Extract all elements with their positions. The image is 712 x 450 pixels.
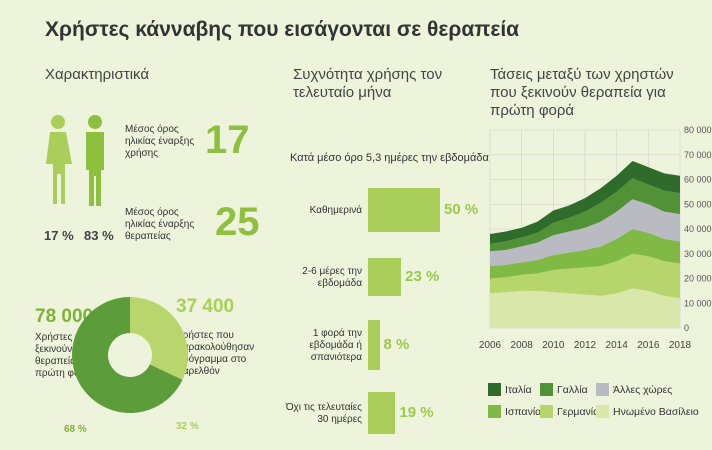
y-tick-label: 50 000 bbox=[684, 199, 712, 209]
x-tick-label: 2014 bbox=[606, 340, 629, 351]
y-tick-label: 10 000 bbox=[684, 298, 712, 308]
x-tick-label: 2012 bbox=[574, 340, 597, 351]
bar-value-label: 50 % bbox=[444, 201, 479, 218]
bar bbox=[368, 392, 396, 434]
legend-swatch bbox=[488, 383, 501, 396]
age-label: Μέσος όρος ηλικίας έναρξης θεραπείας bbox=[125, 207, 195, 242]
legend-swatch bbox=[596, 405, 609, 418]
bar-category: 1 φορά την εβδομάδα ή σπανιότερα bbox=[309, 328, 362, 363]
y-tick-label: 0 bbox=[684, 323, 689, 333]
area-chart: 0 10 000 20 000 30 000 40 000 50 000 60 000 70 … bbox=[479, 125, 712, 351]
bar bbox=[368, 258, 402, 296]
area bbox=[490, 229, 680, 279]
legend-label: Γερμανία bbox=[557, 406, 600, 418]
pie-value-label: 32 % bbox=[176, 421, 199, 432]
bar bbox=[368, 188, 440, 232]
age-value: 17 bbox=[205, 118, 250, 162]
male-share: 83 % bbox=[84, 228, 114, 243]
legend-swatch bbox=[540, 383, 553, 396]
bar-category: Όχι τις τελευταίες 30 ημέρες bbox=[285, 402, 362, 425]
count: 37 400 bbox=[176, 296, 235, 317]
bar-category: 2-6 μέρες την εβδομάδα bbox=[302, 266, 362, 289]
title: Χρήστες κάνναβης που εισάγονται σε θεραπ… bbox=[45, 18, 520, 41]
bar-value-label: 19 % bbox=[399, 404, 434, 421]
y-tick-label: 70 000 bbox=[684, 150, 712, 160]
section-heading: Χαρακτηριστικά bbox=[45, 66, 150, 83]
y-tick-label: 40 000 bbox=[684, 224, 712, 234]
pie-category: Χρήστες που παρακολούθησαν πρόγραμμα στο… bbox=[176, 330, 255, 377]
legend-label: Ηνωμένο Βασίλειο bbox=[613, 406, 699, 418]
area bbox=[490, 199, 680, 267]
bar-title: Συχνότητα χρήσης τον τελευταίο μήνα bbox=[293, 66, 443, 101]
legend-label: Άλλες χώρες bbox=[613, 384, 673, 396]
legend-swatch bbox=[596, 383, 609, 396]
x-tick-label: 2008 bbox=[511, 340, 534, 351]
legend-label: Γαλλία bbox=[557, 384, 588, 396]
bar-value-label: 23 % bbox=[405, 268, 440, 285]
y-tick-label: 20 000 bbox=[684, 274, 712, 284]
legend-label: Ιταλία bbox=[505, 384, 532, 396]
female-share: 17 % bbox=[44, 228, 74, 243]
area-title: Τάσεις μεταξύ των χρηστών που ξεκινούν θ… bbox=[490, 66, 674, 119]
donut-segment bbox=[130, 297, 188, 380]
donut-segment bbox=[72, 297, 183, 413]
legend-swatch bbox=[488, 405, 501, 418]
legend-swatch bbox=[540, 405, 553, 418]
x-tick-label: 2018 bbox=[669, 340, 692, 351]
legend-label: Ισπανία bbox=[505, 406, 542, 418]
age-value: 25 bbox=[215, 200, 260, 244]
bar-value-label: 8 % bbox=[383, 336, 410, 353]
area bbox=[490, 160, 680, 244]
count: 78 000 bbox=[35, 306, 94, 327]
x-tick-label: 2006 bbox=[479, 340, 502, 351]
area bbox=[490, 288, 680, 328]
y-tick-label: 80 000 bbox=[684, 125, 712, 135]
x-tick-label: 2016 bbox=[637, 340, 660, 351]
gender-icons bbox=[46, 115, 104, 206]
bar-category: Καθημερινά bbox=[309, 205, 362, 216]
age-label: Μέσος όρος ηλικίας έναρξης χρήσης bbox=[125, 124, 195, 159]
area bbox=[490, 178, 680, 252]
pie-value-label: 68 % bbox=[64, 424, 87, 435]
donut-chart bbox=[72, 297, 188, 413]
bar-subtitle: Κατά μέσο όρο 5,3 ημέρες την εβδομάδα bbox=[290, 152, 489, 164]
bar bbox=[368, 320, 380, 370]
x-tick-label: 2010 bbox=[542, 340, 565, 351]
pie-category: Χρήστες που ξεκινούν θεραπεία για πρώτη … bbox=[35, 332, 93, 379]
y-tick-label: 30 000 bbox=[684, 249, 712, 259]
y-tick-label: 60 000 bbox=[684, 175, 712, 185]
area bbox=[490, 253, 680, 299]
